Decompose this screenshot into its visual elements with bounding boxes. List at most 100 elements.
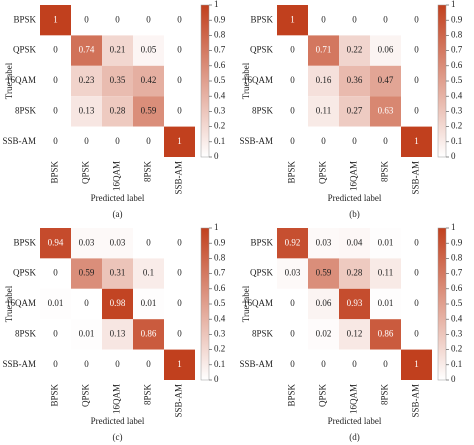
cell-label: 0 [414,268,419,278]
cell-label: 0.63 [378,105,394,115]
cell [401,35,432,66]
cell [277,319,308,350]
cell-label: 0.59 [141,105,157,115]
x-tick-label: 8PSK [380,384,390,406]
colorbar-tick-label: 0.2 [214,121,225,131]
colorbar [437,4,447,158]
cell-label: 0 [177,75,182,85]
cell-label: 0 [84,14,89,24]
cell-label: 0 [290,328,295,338]
cell-label: 1 [414,359,419,369]
y-tick-label: 16QAM [6,298,36,308]
cell [40,319,71,350]
colorbar-tick-label: 0.4 [451,90,463,100]
cell-label: 0.11 [378,268,393,278]
cell [401,5,432,36]
colorbar-tick-label: 0 [214,151,219,161]
cell-label: 0.12 [347,328,363,338]
panel: 1 0 0 0 00 0.71 0.22 0.06 00 0.16 0.36 0.47 00 0.11 0.… [239,0,462,219]
cell-label: 0 [177,105,182,115]
cell [71,258,102,289]
y-tick-label: 8PSK [15,105,37,115]
cell [277,96,308,127]
cell [133,319,164,350]
colorbar [200,4,210,158]
colorbar-tick-label: 0.8 [214,29,226,39]
cell-label: 0 [53,45,58,55]
cell [277,258,308,289]
cell [102,288,133,320]
cell [133,126,164,157]
colorbar-tick-label: 0.8 [451,252,463,262]
y-tick-label: SSB-AM [2,359,36,369]
colorbar-tick-label: 1 [214,222,219,232]
cell-label: 0.71 [316,45,332,55]
cell-label: 0.05 [141,45,157,55]
y-tick-label: QPSK [13,45,37,55]
cell [339,319,370,350]
cell-label: 0 [53,268,58,278]
colorbar-tick-label: 0.5 [214,298,226,308]
cell [339,258,370,289]
cell [164,349,195,380]
colorbar-tick-label: 0 [451,374,456,384]
x-tick-label: QPSK [81,384,91,408]
cell-label: 0 [414,298,419,308]
caption: (d) [349,432,360,442]
cell-label: 1 [414,136,419,146]
cell [401,288,432,320]
cell [370,288,401,320]
cell [339,96,370,127]
cell-label: 0 [115,136,120,146]
colorbar-tick-label: 0.7 [214,268,226,278]
cell [71,319,102,350]
cell [164,319,195,350]
y-tick-label: SSB-AM [239,136,273,146]
x-tick-label: 8PSK [143,161,153,183]
cell-label: 0 [115,359,120,369]
cell [40,258,71,289]
cell-label: 0.59 [316,268,332,278]
x-axis-label: Predicted label [328,416,382,426]
colorbar-tick-label: 0.6 [451,60,463,70]
cell [370,126,401,157]
cell [102,5,133,36]
cell-label: 0 [352,136,357,146]
x-tick-label: BPSK [50,384,60,407]
cell [133,96,164,127]
cell [164,65,195,97]
cell [164,35,195,66]
cell-label: 0 [414,75,419,85]
cell-label: 0 [352,14,357,24]
cell [102,65,133,97]
cell-label: 0 [414,237,419,247]
x-axis-label: Predicted label [91,416,145,426]
cell-label: 0 [383,14,388,24]
cell-label: 0 [290,136,295,146]
cell [164,96,195,127]
x-tick-label: QPSK [318,161,328,185]
cell-label: 0 [146,359,151,369]
x-axis-label: Predicted label [91,193,145,203]
colorbar-tick-label: 0 [451,151,456,161]
cell [339,349,370,380]
cell-label: 0.21 [110,45,126,55]
cell-label: 0.27 [347,105,363,115]
cell [102,35,133,66]
cell-label: 0.01 [378,237,394,247]
colorbar-tick-label: 0.3 [214,105,226,115]
x-tick-label: 16QAM [349,161,359,191]
cell-label: 0 [177,45,182,55]
cell-label: 0.36 [347,75,363,85]
cell-label: 0.01 [48,298,64,308]
cell-label: 0 [53,328,58,338]
cell [102,126,133,157]
cell [133,5,164,36]
cell [71,288,102,320]
cell-label: 0 [321,136,326,146]
x-tick-label: 8PSK [380,161,390,183]
x-axis-label: Predicted label [328,193,382,203]
cell [102,319,133,350]
cell [277,228,308,259]
colorbar-tick-label: 0.6 [214,60,226,70]
